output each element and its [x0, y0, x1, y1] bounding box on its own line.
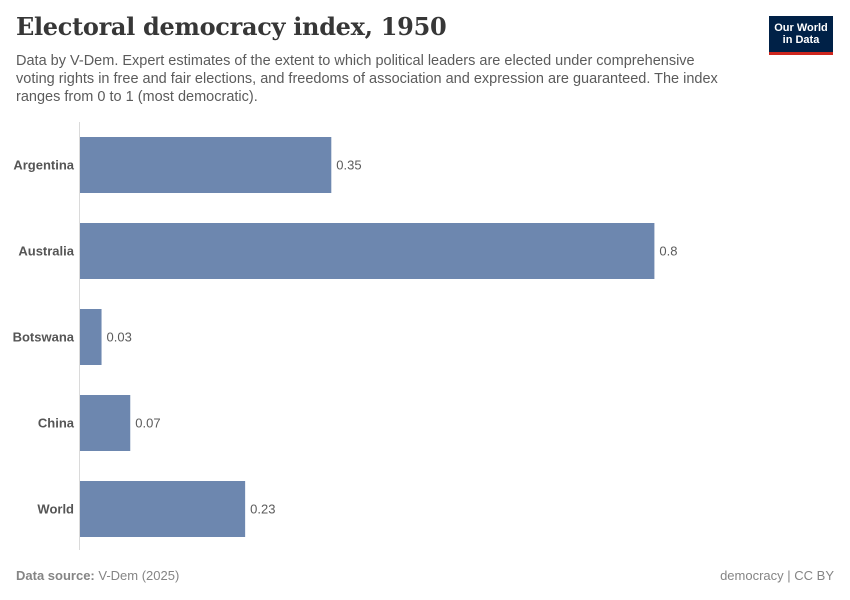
category-label-botswana: Botswana	[13, 330, 75, 345]
bar-china[interactable]	[80, 395, 131, 451]
value-label-argentina: 0.35	[336, 158, 361, 173]
bar-world[interactable]	[80, 481, 246, 537]
value-label-world: 0.23	[250, 502, 275, 517]
bar-australia[interactable]	[80, 223, 655, 279]
data-source-link[interactable]: V-Dem (2025)	[98, 568, 180, 583]
logo-line-2: in Data	[782, 34, 820, 46]
bar-botswana[interactable]	[80, 309, 102, 365]
value-label-australia: 0.8	[659, 244, 677, 259]
category-label-china: China	[38, 416, 75, 431]
value-label-botswana: 0.03	[107, 330, 132, 345]
data-source: Data source: V-Dem (2025)	[16, 568, 179, 583]
bar-argentina[interactable]	[80, 137, 332, 193]
category-label-argentina: Argentina	[13, 158, 74, 173]
logo-line-1: Our World	[774, 21, 828, 34]
category-label-world: World	[37, 502, 74, 517]
chart-subtitle: Data by V-Dem. Expert estimates of the e…	[16, 53, 718, 105]
chart-title: Electoral democracy index, 1950	[16, 12, 447, 41]
value-label-china: 0.07	[135, 416, 160, 431]
data-source-label: Data source:	[16, 568, 95, 583]
owid-logo[interactable]: Our World in Data	[769, 16, 833, 55]
license-text[interactable]: democracy | CC BY	[720, 568, 834, 583]
category-label-australia: Australia	[18, 244, 74, 259]
